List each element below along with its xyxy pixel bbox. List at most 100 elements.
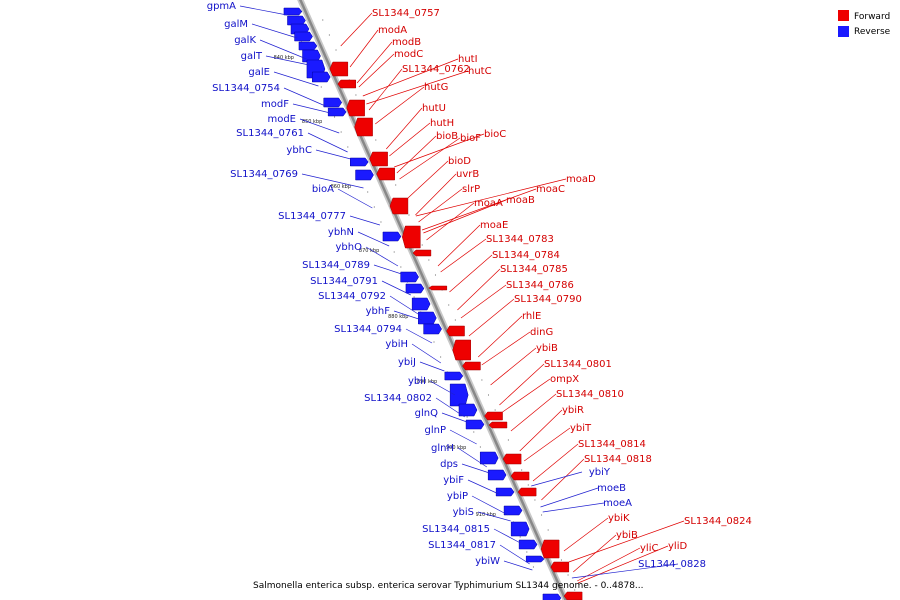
forward-gene-block	[389, 197, 409, 215]
reverse-gene-block	[287, 15, 306, 26]
forward-gene-block	[369, 151, 388, 167]
genome-caption: Salmonella enterica subsp. enterica sero…	[253, 581, 644, 591]
forward-gene-label: ybiK	[608, 513, 630, 524]
forward-leader-line	[426, 202, 475, 241]
forward-gene-block	[446, 325, 465, 337]
reverse-gene-block	[350, 157, 369, 167]
reverse-gene-label: ybiP	[447, 491, 468, 502]
reverse-gene-label: galT	[241, 51, 263, 62]
scale-tick-label: 870 kbp	[359, 248, 379, 254]
reverse-leader-line	[499, 544, 530, 565]
reverse-gene-block	[495, 487, 515, 497]
reverse-leader-line	[315, 149, 351, 160]
forward-leader-line	[389, 122, 431, 157]
legend-reverse-label: Reverse	[854, 27, 891, 37]
forward-gene-label: moaB	[506, 195, 535, 206]
reverse-gene-block	[444, 371, 464, 381]
legend-forward-label: Forward	[854, 12, 890, 22]
forward-gene-label: hutI	[458, 54, 478, 65]
reverse-leader-line	[540, 487, 599, 508]
forward-leader-line	[394, 133, 485, 168]
reverse-gene-label: SL1344_0815	[422, 524, 490, 535]
forward-gene-label: moaE	[480, 220, 508, 231]
reverse-leader-line	[307, 132, 348, 153]
reverse-leader-line	[449, 429, 477, 445]
reverse-leader-line	[405, 328, 433, 344]
forward-gene-block	[354, 117, 373, 137]
reverse-gene-label: gpmA	[207, 1, 236, 12]
forward-gene-label: bioB	[436, 131, 458, 142]
forward-leader-line	[460, 284, 507, 319]
forward-leader-line	[541, 458, 585, 501]
reverse-leader-line	[542, 502, 605, 513]
reverse-leader-line	[571, 563, 679, 579]
reverse-leader-line	[461, 463, 490, 474]
reverse-gene-label: ybhF	[366, 306, 391, 317]
forward-gene-label: moaC	[536, 184, 565, 195]
forward-leader-line	[415, 178, 567, 217]
reverse-gene-block	[294, 31, 313, 42]
reverse-gene-label: modE	[267, 114, 296, 125]
forward-gene-label: ybiB	[536, 343, 558, 354]
forward-leader-line	[368, 68, 403, 111]
reverse-gene-label: ybiS	[453, 507, 474, 518]
forward-leader-line	[477, 315, 523, 358]
forward-leader-line	[573, 534, 617, 573]
forward-gene-label: hutC	[468, 66, 492, 77]
reverse-leader-line	[441, 412, 468, 423]
forward-gene-label: SL1344_0801	[544, 359, 612, 370]
forward-leader-line	[510, 393, 557, 432]
forward-gene-label: SL1344_0824	[684, 516, 752, 527]
reverse-leader-line	[283, 87, 328, 108]
reverse-gene-block	[382, 231, 402, 242]
reverse-gene-label: SL1344_0777	[278, 211, 346, 222]
reverse-gene-block	[503, 505, 523, 516]
forward-gene-label: uvrB	[456, 169, 479, 180]
scale-tick-label: 860 kbp	[331, 184, 351, 190]
reverse-gene-block	[479, 451, 499, 465]
legend-reverse-swatch	[838, 26, 849, 37]
forward-gene-block	[502, 453, 522, 465]
reverse-gene-label: SL1344_0754	[212, 83, 280, 94]
reverse-leader-line	[429, 380, 456, 396]
forward-leader-line	[340, 12, 373, 47]
forward-gene-label: ompX	[550, 374, 579, 385]
forward-leader-line	[532, 443, 579, 482]
reverse-gene-label: galK	[234, 35, 256, 46]
forward-leader-line	[423, 199, 507, 234]
reverse-gene-label: ybiJ	[398, 357, 416, 368]
forward-gene-block	[329, 61, 349, 77]
reverse-gene-label: SL1344_0769	[230, 169, 298, 180]
forward-gene-label: dinG	[530, 327, 553, 338]
backbone-line	[299, 0, 567, 600]
reverse-gene-label: SL1344_0802	[364, 393, 432, 404]
reverse-gene-block	[465, 419, 485, 430]
forward-gene-block	[563, 591, 583, 600]
reverse-leader-line	[435, 397, 465, 418]
forward-gene-label: SL1344_0818	[584, 454, 652, 465]
reverse-leader-line	[477, 511, 511, 522]
reverse-leader-line	[239, 5, 288, 16]
reverse-gene-block	[423, 323, 442, 335]
forward-gene-block	[550, 561, 570, 573]
forward-gene-block	[412, 249, 432, 257]
reverse-gene-block	[458, 403, 478, 417]
forward-gene-label: SL1344_0784	[492, 250, 560, 261]
scale-tick-label: 890 kbp	[417, 379, 437, 385]
scale-tick-label: 850 kbp	[302, 119, 322, 125]
reverse-gene-label: ybiY	[589, 467, 611, 478]
forward-leader-line	[457, 268, 501, 311]
forward-gene-label: moaA	[474, 198, 503, 209]
forward-gene-block	[510, 471, 530, 481]
reverse-leader-line	[251, 23, 298, 39]
reverse-gene-block	[418, 311, 437, 325]
reverse-gene-block	[323, 97, 343, 108]
reverse-gene-block	[518, 539, 538, 550]
forward-gene-label: hutG	[424, 82, 448, 93]
forward-leader-line	[568, 520, 685, 563]
forward-gene-label: SL1344_0757	[372, 8, 440, 19]
reverse-leader-line	[471, 495, 509, 516]
forward-gene-label: bioC	[484, 129, 506, 140]
reverse-leader-line	[357, 231, 390, 247]
